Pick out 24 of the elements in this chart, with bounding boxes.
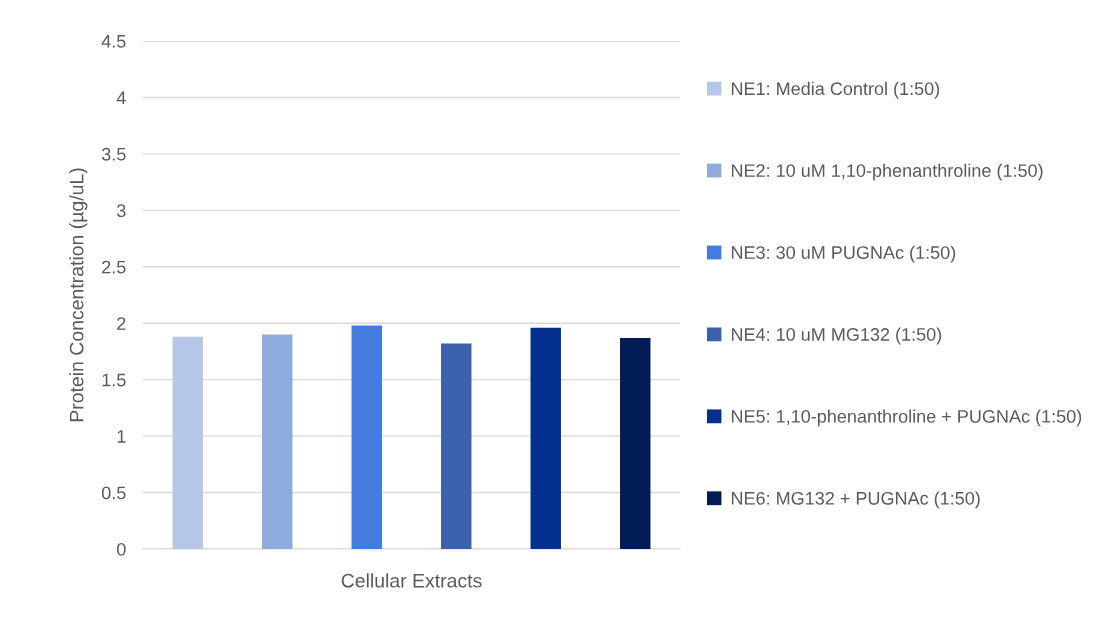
y-tick-label: 4.5 <box>101 35 126 48</box>
bar <box>441 343 472 549</box>
legend-label: NE4: 10 uM MG132 (1:50) <box>731 327 942 345</box>
x-axis-title: Cellular Extracts <box>341 573 482 588</box>
y-tick-label: 0 <box>117 542 126 556</box>
bar <box>351 325 382 549</box>
y-tick-label: 1.5 <box>102 373 126 387</box>
y-tick-label: 3 <box>116 204 126 218</box>
legend-label: NE2: 10 uM 1,10-phenanthroline (1:50) <box>731 163 1043 181</box>
y-tick-label: 4 <box>116 91 126 104</box>
y-tick-label: 3.5 <box>101 147 126 161</box>
y-tick-label: 1 <box>117 430 126 443</box>
legend-label: NE3: 30 uM PUGNAc (1:50) <box>731 245 956 263</box>
legend-label: NE5: 1,10-phenanthroline + PUGNAc (1:50) <box>731 409 1082 427</box>
bar <box>262 334 293 549</box>
legend-label: NE1: Media Control (1:50) <box>731 81 940 99</box>
bar <box>530 327 561 549</box>
y-tick-label: 0.5 <box>101 486 126 500</box>
legend-label: NE6: MG132 + PUGNAc (1:50) <box>731 491 980 509</box>
y-tick-label: 2.5 <box>102 260 126 274</box>
bar <box>620 337 651 549</box>
y-axis-title: Protein Concentration (µg/uL) <box>69 168 88 422</box>
y-tick-label: 2 <box>117 317 126 330</box>
bar <box>172 336 203 549</box>
